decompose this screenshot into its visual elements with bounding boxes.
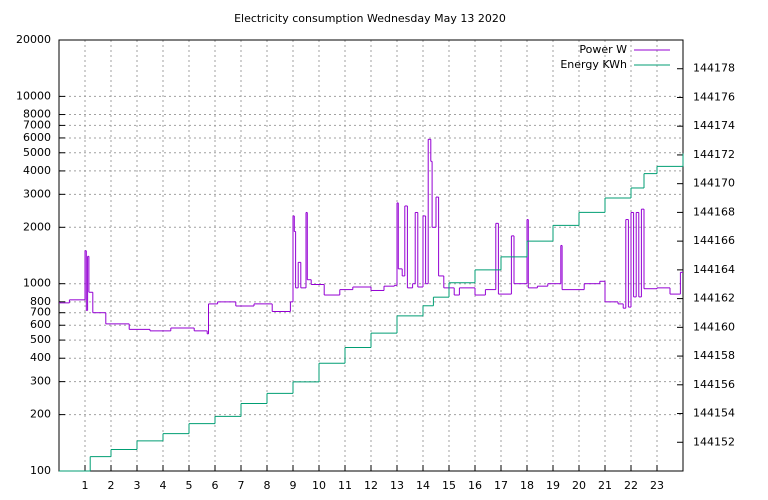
- y2-tick-label: 144178: [693, 62, 735, 75]
- y-tick-label: 2000: [23, 220, 51, 233]
- y-tick-label: 100: [30, 464, 51, 477]
- y-tick-label: 600: [30, 318, 51, 331]
- legend-label: Energy KWh: [560, 58, 627, 71]
- y2-tick-label: 144158: [693, 349, 735, 362]
- y2-tick-label: 144170: [693, 177, 735, 190]
- y-tick-label: 5000: [23, 146, 51, 159]
- y2-tick-label: 144156: [693, 378, 735, 391]
- legend-label: Power W: [579, 43, 627, 56]
- x-tick-label: 16: [468, 479, 482, 492]
- chart-title: Electricity consumption Wednesday May 13…: [234, 12, 506, 25]
- y-tick-label: 800: [30, 295, 51, 308]
- y2-tick-label: 144176: [693, 90, 735, 103]
- x-tick-label: 11: [338, 479, 352, 492]
- x-tick-label: 3: [134, 479, 141, 492]
- x-tick-label: 10: [312, 479, 326, 492]
- x-tick-label: 14: [416, 479, 430, 492]
- y-tick-label: 7000: [23, 118, 51, 131]
- y2-tick-label: 144172: [693, 148, 735, 161]
- x-tick-label: 2: [108, 479, 115, 492]
- y-tick-label: 4000: [23, 164, 51, 177]
- y-tick-label: 20000: [16, 33, 51, 46]
- y-tick-label: 8000: [23, 108, 51, 121]
- x-tick-label: 22: [624, 479, 638, 492]
- y2-tick-label: 144160: [693, 320, 735, 333]
- x-tick-label: 8: [264, 479, 271, 492]
- y2-tick-label: 144166: [693, 234, 735, 247]
- x-tick-label: 7: [238, 479, 245, 492]
- y-tick-label: 700: [30, 306, 51, 319]
- y-tick-label: 200: [30, 408, 51, 421]
- x-tick-label: 15: [442, 479, 456, 492]
- y2-tick-label: 144168: [693, 205, 735, 218]
- y-tick-label: 6000: [23, 131, 51, 144]
- y2-tick-label: 144164: [693, 263, 735, 276]
- x-tick-label: 21: [598, 479, 612, 492]
- x-tick-label: 1: [82, 479, 89, 492]
- y-tick-label: 10000: [16, 89, 51, 102]
- x-tick-label: 19: [546, 479, 560, 492]
- y-tick-label: 3000: [23, 187, 51, 200]
- x-tick-label: 5: [186, 479, 193, 492]
- x-tick-label: 4: [160, 479, 167, 492]
- y2-tick-label: 144152: [693, 435, 735, 448]
- x-tick-label: 17: [494, 479, 508, 492]
- x-tick-label: 23: [650, 479, 664, 492]
- x-tick-label: 6: [212, 479, 219, 492]
- x-tick-label: 9: [290, 479, 297, 492]
- x-tick-label: 12: [364, 479, 378, 492]
- y-tick-label: 1000: [23, 277, 51, 290]
- y2-tick-label: 144154: [693, 407, 735, 420]
- y-tick-label: 500: [30, 333, 51, 346]
- plot-frame: [58, 39, 684, 472]
- x-tick-label: 18: [520, 479, 534, 492]
- y-tick-label: 400: [30, 351, 51, 364]
- y-tick-label: 300: [30, 375, 51, 388]
- y2-tick-label: 144174: [693, 119, 735, 132]
- x-tick-label: 13: [390, 479, 404, 492]
- y2-tick-label: 144162: [693, 292, 735, 305]
- x-tick-label: 20: [572, 479, 586, 492]
